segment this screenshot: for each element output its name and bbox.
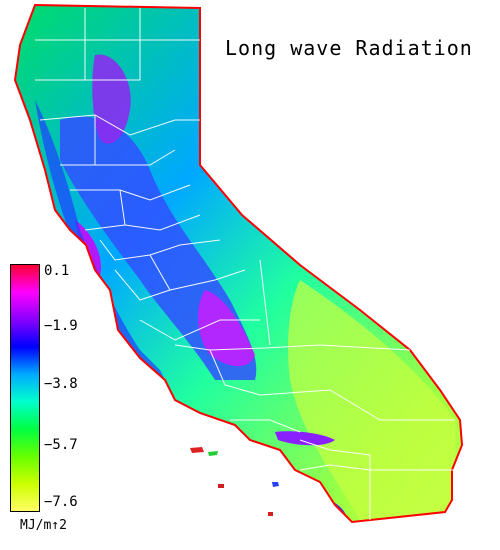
colorbar [10, 264, 40, 512]
county-borders [35, 8, 455, 520]
colorbar-tick-4: −7.6 [44, 494, 78, 510]
colorbar-tick-0: 0.1 [44, 263, 70, 279]
colorbar-tick-1: −1.9 [44, 318, 78, 334]
colorbar-tick-3: −5.7 [44, 437, 78, 453]
channel-islands [190, 447, 279, 516]
colorbar-tick-2: −3.8 [44, 376, 78, 392]
colorbar-units: MJ/m↑2 [20, 518, 67, 533]
map-title: Long wave Radiation [225, 36, 473, 60]
